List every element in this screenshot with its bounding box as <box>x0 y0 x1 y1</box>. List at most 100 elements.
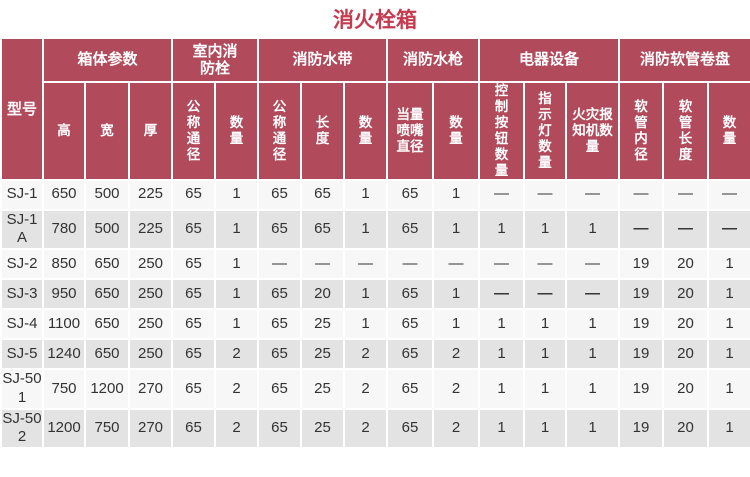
column-header-cell: 火灾报知机数量 <box>567 83 619 179</box>
value-cell: 2 <box>345 370 386 408</box>
value-cell: 65 <box>388 409 432 448</box>
column-header-cell: 厚 <box>130 83 171 179</box>
value-cell: 1 <box>567 409 619 448</box>
value-cell: 1 <box>480 210 524 249</box>
value-cell: 250 <box>130 340 171 369</box>
value-cell: 1240 <box>44 340 84 369</box>
value-cell: — <box>259 250 300 279</box>
group-header-cell: 电器设备 <box>480 39 619 82</box>
value-cell: 65 <box>388 370 432 408</box>
value-cell: 2 <box>216 370 257 408</box>
value-cell: 65 <box>173 210 214 249</box>
value-cell: 650 <box>44 180 84 209</box>
value-cell: 19 <box>620 409 663 448</box>
value-cell: 270 <box>130 370 171 408</box>
value-cell: 1 <box>709 409 750 448</box>
header-label: 软管内径 <box>634 99 648 162</box>
value-cell: 1 <box>709 280 750 309</box>
value-cell: 20 <box>302 280 343 309</box>
value-cell: 650 <box>86 340 128 369</box>
spec-table: 型号 箱体参数 室内消防栓 消防水带 消防水枪 电器设备 消防软管卷盘 高宽厚公称通径 数量公… <box>0 37 750 450</box>
value-cell: 750 <box>86 409 128 448</box>
header-label: 数量 <box>229 115 244 146</box>
value-cell: 1 <box>434 210 479 249</box>
value-cell: 225 <box>130 180 171 209</box>
value-cell: 1200 <box>86 370 128 408</box>
group-header-cell: 箱体参数 <box>44 39 171 82</box>
value-cell: — <box>567 180 619 209</box>
value-cell: 65 <box>173 310 214 339</box>
value-cell: 1 <box>709 340 750 369</box>
value-cell: 1 <box>525 210 566 249</box>
value-cell: 65 <box>259 280 300 309</box>
value-cell: 25 <box>302 409 343 448</box>
value-cell: 1 <box>480 409 524 448</box>
value-cell: 500 <box>86 180 128 209</box>
value-cell: — <box>525 250 566 279</box>
model-header-cell: 型号 <box>2 39 42 179</box>
value-cell: 65 <box>302 210 343 249</box>
value-cell: 65 <box>173 409 214 448</box>
column-header-cell: 数量 <box>709 83 750 179</box>
header-label: 火灾报知机数量 <box>572 107 613 154</box>
value-cell: 65 <box>173 340 214 369</box>
value-cell: 20 <box>664 280 708 309</box>
value-cell: 20 <box>664 250 708 279</box>
value-cell: 1 <box>709 370 750 408</box>
value-cell: 1 <box>567 370 619 408</box>
value-cell: 2 <box>434 409 479 448</box>
value-cell: 65 <box>173 370 214 408</box>
table-row: SJ-2 850 650 250 65 1— — — — — — — —19 20 1 <box>2 250 750 279</box>
value-cell: 65 <box>173 280 214 309</box>
group-header-cell: 消防软管卷盘 <box>620 39 750 82</box>
value-cell: 1 <box>567 340 619 369</box>
model-cell: SJ-5 <box>2 340 42 369</box>
value-cell: 2 <box>345 340 386 369</box>
value-cell: 850 <box>44 250 84 279</box>
value-cell: 19 <box>620 250 663 279</box>
group-header-cell: 消防水带 <box>259 39 386 82</box>
value-cell: — <box>709 180 750 209</box>
column-header-cell: 宽 <box>86 83 128 179</box>
value-cell: 1 <box>567 210 619 249</box>
value-cell: 65 <box>388 180 432 209</box>
column-header-cell: 控制按钮数量 <box>480 83 524 179</box>
value-cell: 250 <box>130 280 171 309</box>
value-cell: 65 <box>259 340 300 369</box>
value-cell: 1 <box>525 409 566 448</box>
value-cell: 2 <box>434 370 479 408</box>
header-label: 室内消防栓 <box>192 42 238 78</box>
value-cell: 1 <box>709 250 750 279</box>
table-body: SJ-1 650 500 225 65 1 65 65 1 65 1— — — — — — SJ-1A 780 50… <box>2 180 750 448</box>
model-cell: SJ-2 <box>2 250 42 279</box>
header-label: 箱体参数 <box>77 51 138 69</box>
value-cell: 270 <box>130 409 171 448</box>
value-cell: 65 <box>173 180 214 209</box>
value-cell: — <box>664 180 708 209</box>
value-cell: — <box>302 250 343 279</box>
group-header-row: 型号 箱体参数 室内消防栓 消防水带 消防水枪 电器设备 消防软管卷盘 <box>2 39 750 179</box>
value-cell: 1200 <box>44 409 84 448</box>
table-row: SJ-3 950 650 250 65 1 65 20 1 65 1— — —19 20 1 <box>2 280 750 309</box>
value-cell: — <box>480 280 524 309</box>
value-cell: 65 <box>302 180 343 209</box>
value-cell: 25 <box>302 310 343 339</box>
value-cell: 19 <box>620 370 663 408</box>
table-header: 型号 箱体参数 室内消防栓 消防水带 消防水枪 电器设备 消防软管卷盘 高宽厚公称通径 数量公… <box>2 39 750 179</box>
value-cell: — <box>388 250 432 279</box>
value-cell: 25 <box>302 340 343 369</box>
value-cell: 1 <box>216 310 257 339</box>
value-cell: 250 <box>130 310 171 339</box>
group-header-cell: 室内消防栓 <box>173 39 257 82</box>
model-cell: SJ-4 <box>2 310 42 339</box>
value-cell: — <box>664 210 708 249</box>
table-row: SJ-1A 780 500 225 65 1 65 65 1 65 1 1 1 1— — — <box>2 210 750 249</box>
value-cell: 2 <box>345 409 386 448</box>
header-label: 消防水枪 <box>403 51 464 69</box>
table-row: SJ-502 1200 750 270 65 2 65 25 2 65 2 1 1 1 19 20 1 <box>2 409 750 448</box>
group-header-cell: 消防水枪 <box>388 39 479 82</box>
value-cell: — <box>434 250 479 279</box>
header-label: 软管长度 <box>678 99 693 162</box>
column-header-cell: 公称通径 <box>173 83 214 179</box>
column-header-cell: 软管长度 <box>664 83 708 179</box>
